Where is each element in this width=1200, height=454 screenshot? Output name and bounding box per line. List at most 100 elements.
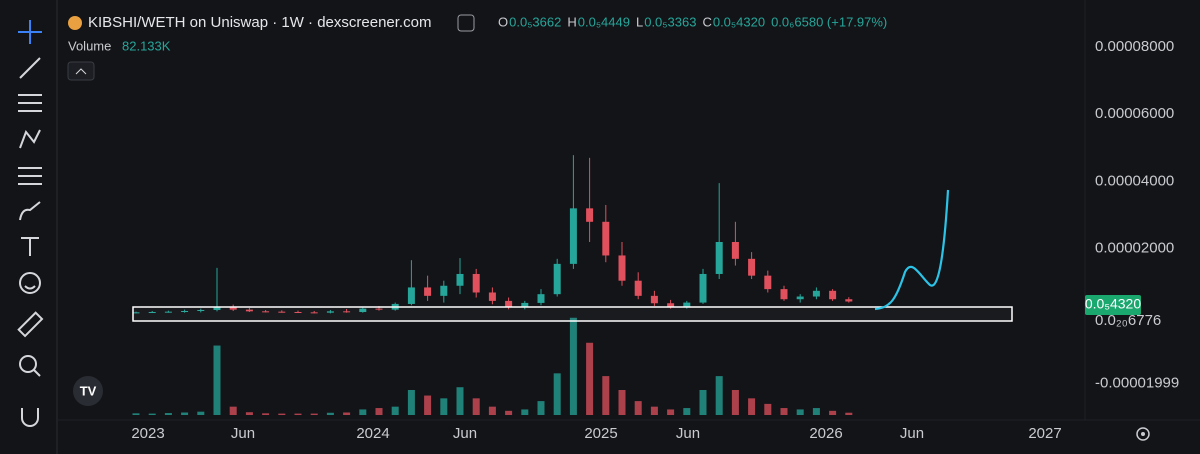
volume-bar xyxy=(148,413,156,415)
line-tool[interactable] xyxy=(19,57,41,79)
volume-bar xyxy=(359,409,367,415)
volume-bar xyxy=(505,410,513,415)
volume-value: 82.133K xyxy=(122,38,171,53)
volume-bar xyxy=(731,390,739,415)
volume-bar xyxy=(294,413,302,415)
candle-body xyxy=(699,273,707,303)
projection-drawing xyxy=(874,189,950,311)
svg-text:TV: TV xyxy=(80,383,97,398)
volume-bar xyxy=(586,342,594,415)
candle-body xyxy=(326,311,334,313)
candle-body xyxy=(667,303,675,308)
volume-bar xyxy=(602,376,610,415)
ohlc-value: 0.0₅4320 xyxy=(713,14,765,29)
x-tick-label: 2026 xyxy=(809,425,842,442)
candle-body xyxy=(229,307,237,310)
candle-body xyxy=(294,312,302,314)
volume-bar xyxy=(553,373,561,415)
volume-bar xyxy=(197,411,205,415)
candle-body xyxy=(521,302,529,307)
settings-gear[interactable] xyxy=(1136,427,1150,441)
symbol-title: KIBSHI/WETH on Uniswap · 1W · dexscreene… xyxy=(88,14,431,31)
y-tick-label: 0.00008000 xyxy=(1095,38,1174,55)
toolbar xyxy=(17,20,44,427)
candle-body xyxy=(715,241,723,274)
brush-tool[interactable] xyxy=(19,201,41,221)
candle-body xyxy=(262,311,270,313)
ohlc-key: O xyxy=(498,14,508,29)
candle-body xyxy=(634,280,642,296)
channel-tool[interactable] xyxy=(18,94,42,112)
x-tick-label: 2024 xyxy=(356,425,389,442)
x-tick-label: 2023 xyxy=(131,425,164,442)
volume-bar xyxy=(456,387,464,415)
text-tool[interactable] xyxy=(21,237,39,256)
candle-body xyxy=(537,294,545,303)
volume-bar xyxy=(440,398,448,415)
volume-bar xyxy=(343,412,351,415)
volume-bar xyxy=(245,412,253,415)
settings-button[interactable] xyxy=(457,14,475,32)
volume-bar xyxy=(375,408,383,415)
ruler-tool[interactable] xyxy=(17,311,44,338)
collapse-button[interactable] xyxy=(67,61,95,81)
candle-body xyxy=(829,290,837,300)
volume-bar xyxy=(488,406,496,415)
volume-bar xyxy=(213,345,221,415)
pattern-tool[interactable] xyxy=(19,129,41,149)
candle-body xyxy=(780,289,788,300)
candle-body xyxy=(748,258,756,276)
volume-bar xyxy=(537,401,545,415)
volume-bar xyxy=(650,406,658,415)
emoji-tool[interactable] xyxy=(19,272,41,294)
candle-body xyxy=(488,292,496,301)
volume-bar xyxy=(748,398,756,415)
volume-bar xyxy=(829,410,837,415)
volume-bar xyxy=(310,413,318,415)
candle-body xyxy=(650,295,658,304)
candle-body xyxy=(472,273,480,293)
candle-body xyxy=(569,208,577,264)
candle-body xyxy=(618,255,626,281)
x-tick-label: Jun xyxy=(231,425,255,442)
ohlc-value: 0.0₅3662 xyxy=(509,14,561,29)
last-price-label: 0.0₅4320 xyxy=(1085,296,1141,312)
crosshair-tool[interactable] xyxy=(18,20,42,44)
magnet-tool[interactable] xyxy=(21,408,39,427)
y-tick-label: 0.00004000 xyxy=(1095,172,1174,189)
candle-body xyxy=(132,312,140,314)
volume-bar xyxy=(391,406,399,415)
volume-bar xyxy=(262,413,270,415)
candle-body xyxy=(245,309,253,312)
volume-bar xyxy=(326,412,334,415)
candle-body xyxy=(148,312,156,314)
candle-body xyxy=(505,300,513,307)
range-box-drawing xyxy=(132,306,1013,322)
zoom-tool[interactable] xyxy=(19,355,41,377)
candle-body xyxy=(553,263,561,295)
volume-bar xyxy=(407,390,415,415)
y-tick-label: -0.00001999 xyxy=(1095,374,1179,391)
volume-bar xyxy=(812,408,820,415)
candle-body xyxy=(796,296,804,300)
candles xyxy=(132,155,853,415)
y-tick-label: 0.00002000 xyxy=(1095,240,1174,257)
volume-bar xyxy=(569,317,577,415)
candle-body xyxy=(407,287,415,304)
volume-bar xyxy=(132,413,140,415)
volume-bar xyxy=(845,412,853,415)
volume-bar xyxy=(424,395,432,415)
candle-body xyxy=(197,309,205,311)
candle-body xyxy=(359,308,367,313)
candle-body xyxy=(456,273,464,286)
x-tick-label: Jun xyxy=(453,425,477,442)
ohlc-value: 0.0₅3363 xyxy=(644,14,696,29)
volume-bar xyxy=(229,406,237,415)
collapse-icon xyxy=(75,68,87,75)
candle-body xyxy=(731,241,739,259)
fib-tool[interactable] xyxy=(18,167,42,185)
candle-body xyxy=(310,312,318,314)
candle-body xyxy=(440,285,448,296)
